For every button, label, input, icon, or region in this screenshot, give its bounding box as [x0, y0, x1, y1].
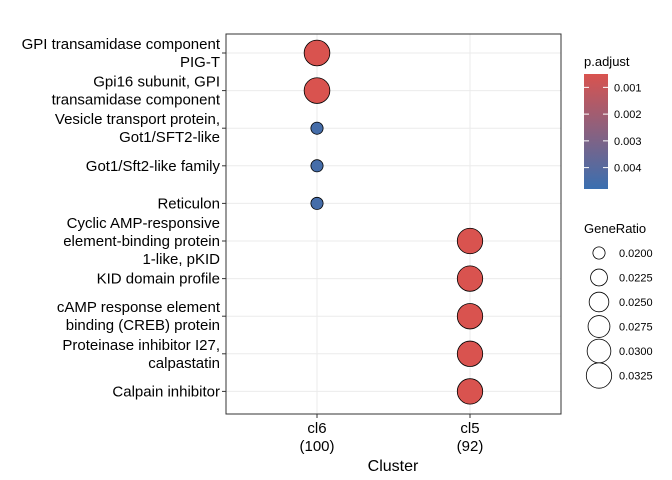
size-legend-key	[588, 291, 610, 313]
y-tick-label: Got1/SFT2-like	[119, 129, 220, 146]
y-tick-label: element-binding protein	[63, 233, 220, 250]
color-legend: p.adjust 0.001 0.002 0.003 0.004	[584, 54, 642, 189]
data-point	[303, 77, 331, 104]
y-tick-label: PIG-T	[180, 54, 220, 71]
color-legend-label: 0.001	[614, 82, 642, 94]
data-point	[456, 340, 484, 367]
data-point	[303, 39, 331, 67]
size-legend-label: 0.0275	[619, 322, 653, 334]
y-tick-label: Reticulon	[157, 195, 220, 212]
y-tick-label: KID domain profile	[97, 271, 220, 288]
size-legend-label: 0.0300	[619, 346, 653, 358]
size-legend: GeneRatio 0.0200 0.0225 0.0250 0.0275 0.0300…	[584, 221, 653, 389]
y-tick-label: Cyclic AMP-responsive	[67, 215, 220, 232]
size-legend-title: GeneRatio	[584, 221, 646, 236]
data-point	[310, 159, 324, 173]
data-point	[310, 196, 324, 210]
size-legend-label: 0.0200	[619, 248, 653, 260]
size-legend-key	[585, 362, 613, 389]
x-tick-label: cl5	[460, 420, 479, 437]
size-legend-label: 0.0325	[619, 371, 653, 383]
y-tick-label: Gpi16 subunit, GPI	[93, 74, 220, 91]
color-bar	[584, 74, 608, 189]
x-tick-label: (92)	[457, 438, 484, 455]
color-legend-label: 0.002	[614, 109, 642, 121]
color-legend-label: 0.003	[614, 136, 642, 148]
y-tick-label: calpastatin	[148, 355, 220, 372]
data-point	[456, 227, 484, 255]
color-legend-label: 0.004	[614, 163, 642, 175]
x-axis-title: Cluster	[368, 458, 419, 475]
y-tick-label: binding (CREB) protein	[66, 317, 220, 334]
plot-panel	[225, 33, 562, 415]
size-legend-key	[592, 246, 606, 260]
x-tick-label: (100)	[299, 438, 334, 455]
color-legend-title: p.adjust	[584, 54, 630, 69]
y-tick-label: GPI transamidase component	[22, 36, 221, 53]
size-legend-key	[590, 268, 608, 287]
size-legend-key	[586, 338, 612, 364]
data-point	[456, 378, 484, 405]
panel-background	[226, 34, 561, 414]
y-tick-label: Calpain inhibitor	[112, 383, 220, 400]
data-point	[456, 303, 484, 330]
size-legend-label: 0.0225	[619, 273, 653, 285]
size-legend-label: 0.0250	[619, 297, 653, 309]
y-tick-label: Got1/Sft2-like family	[86, 158, 221, 175]
y-tick-label: Proteinase inhibitor I27,	[62, 337, 220, 354]
y-tick-label: cAMP response element	[57, 299, 221, 316]
data-point	[456, 265, 484, 292]
x-axis-labels: cl6(100) cl5(92)	[299, 414, 483, 455]
panel-border	[225, 33, 562, 415]
data-point	[310, 121, 324, 135]
y-tick-label: Vesicle transport protein,	[55, 111, 220, 128]
size-legend-key	[587, 315, 611, 338]
x-tick-label: cl6	[307, 420, 326, 437]
y-tick-label: 1-like, pKID	[142, 251, 220, 268]
y-tick-label: transamidase component	[52, 92, 221, 109]
